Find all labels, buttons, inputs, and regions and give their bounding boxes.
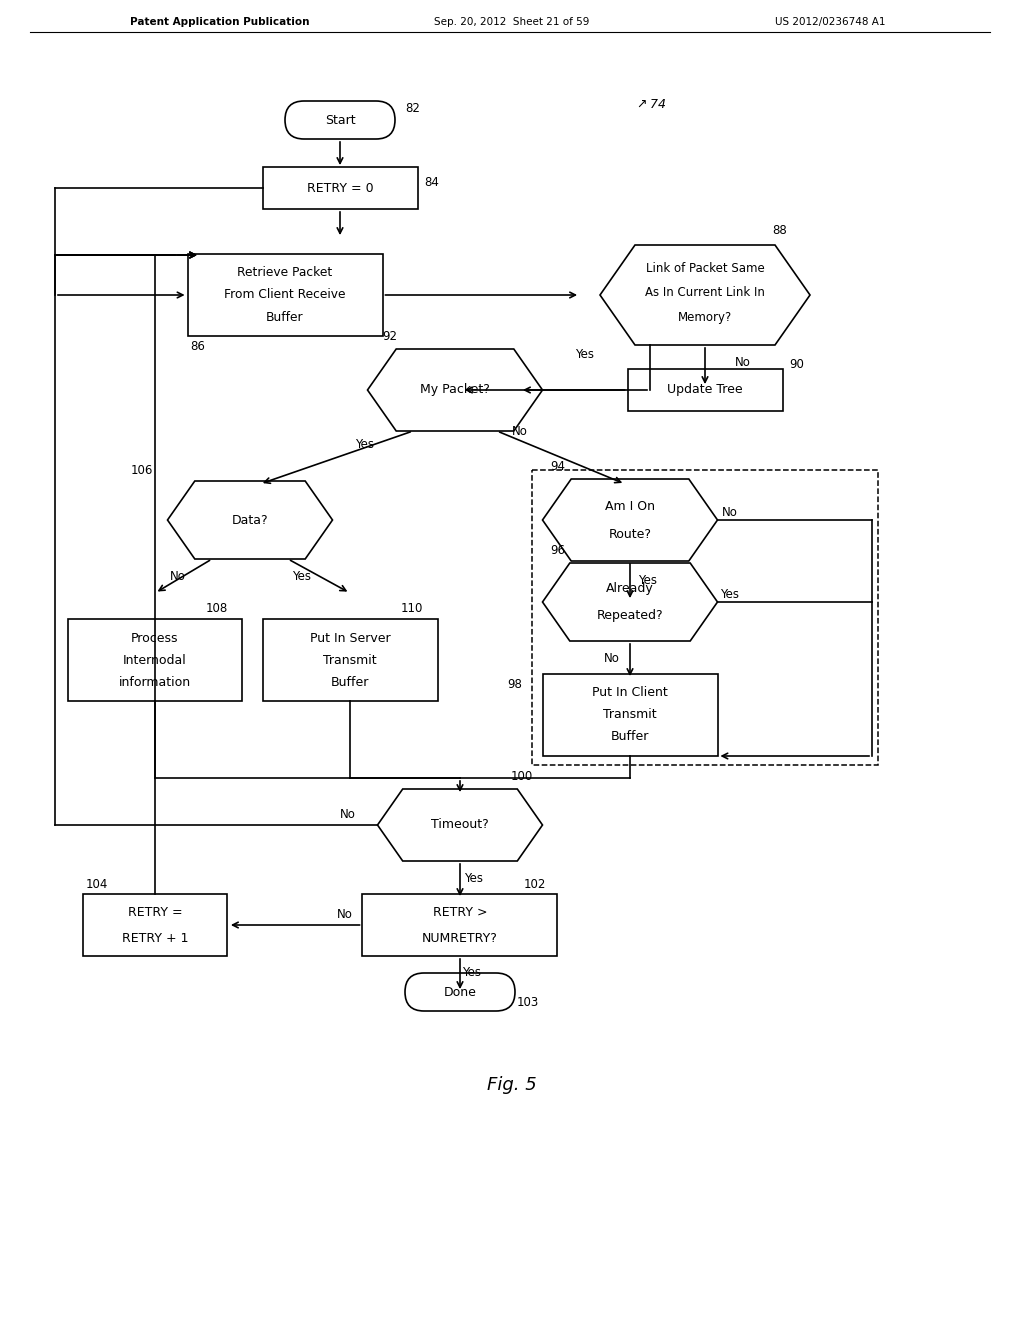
Text: Buffer: Buffer [331, 676, 370, 689]
Text: 110: 110 [400, 602, 423, 615]
Text: information: information [119, 676, 191, 689]
Text: No: No [722, 506, 738, 519]
Polygon shape [168, 480, 333, 558]
Text: Buffer: Buffer [610, 730, 649, 743]
Bar [68, 619, 243, 701]
Bar [187, 253, 383, 337]
Text: NUMRETRY?: NUMRETRY? [422, 932, 498, 945]
Text: 108: 108 [206, 602, 228, 615]
Bar [362, 894, 557, 956]
Text: 90: 90 [790, 359, 805, 371]
Text: Already: Already [606, 582, 654, 594]
Polygon shape [543, 479, 718, 561]
Text: Put In Client: Put In Client [592, 686, 668, 700]
Text: No: No [170, 570, 186, 583]
Text: No: No [604, 652, 620, 665]
Bar [83, 894, 227, 956]
Text: 103: 103 [517, 995, 539, 1008]
FancyBboxPatch shape [406, 973, 515, 1011]
Text: Internodal: Internodal [123, 653, 186, 667]
Text: Timeout?: Timeout? [431, 818, 488, 832]
Text: 96: 96 [551, 544, 565, 557]
Bar [262, 619, 437, 701]
Text: RETRY + 1: RETRY + 1 [122, 932, 188, 945]
Text: As In Current Link In: As In Current Link In [645, 286, 765, 300]
Text: No: No [735, 356, 751, 370]
Text: Route?: Route? [608, 528, 651, 540]
Text: 102: 102 [524, 879, 546, 891]
Text: Patent Application Publication: Patent Application Publication [130, 17, 309, 26]
Text: 98: 98 [508, 678, 522, 692]
Text: My Packet?: My Packet? [420, 384, 489, 396]
Polygon shape [600, 246, 810, 345]
Text: Yes: Yes [293, 570, 311, 583]
Text: 84: 84 [425, 176, 439, 189]
Text: Done: Done [443, 986, 476, 998]
Text: Yes: Yes [465, 873, 483, 886]
Text: Fig. 5: Fig. 5 [487, 1076, 537, 1094]
Text: Buffer: Buffer [266, 310, 304, 323]
Text: No: No [337, 908, 353, 921]
Text: US 2012/0236748 A1: US 2012/0236748 A1 [775, 17, 886, 26]
Text: Transmit: Transmit [603, 709, 656, 722]
Text: Yes: Yes [463, 966, 481, 979]
Text: Start: Start [325, 114, 355, 127]
Text: Yes: Yes [355, 438, 375, 451]
Bar [262, 168, 418, 209]
Text: Yes: Yes [639, 573, 657, 586]
Text: 100: 100 [511, 771, 534, 784]
Text: RETRY >: RETRY > [433, 906, 487, 919]
Text: 92: 92 [383, 330, 397, 342]
Text: Link of Packet Same: Link of Packet Same [645, 263, 764, 276]
Text: Memory?: Memory? [678, 310, 732, 323]
Text: Yes: Yes [721, 587, 739, 601]
Bar [543, 675, 718, 756]
Text: Transmit: Transmit [324, 653, 377, 667]
Text: Yes: Yes [575, 348, 595, 362]
Text: Sep. 20, 2012  Sheet 21 of 59: Sep. 20, 2012 Sheet 21 of 59 [434, 17, 590, 26]
Text: No: No [340, 808, 356, 821]
Text: 106: 106 [131, 463, 154, 477]
Text: Put In Server: Put In Server [309, 631, 390, 644]
Polygon shape [378, 789, 543, 861]
Text: No: No [512, 425, 528, 438]
Text: Am I On: Am I On [605, 499, 655, 512]
Text: RETRY =: RETRY = [128, 906, 182, 919]
Text: Data?: Data? [231, 513, 268, 527]
Text: $\nearrow$74: $\nearrow$74 [634, 99, 667, 111]
Text: Repeated?: Repeated? [597, 610, 664, 623]
Text: 86: 86 [190, 341, 206, 354]
Text: Update Tree: Update Tree [668, 384, 742, 396]
Text: 94: 94 [551, 459, 565, 473]
FancyBboxPatch shape [285, 102, 395, 139]
Bar [628, 370, 782, 411]
Polygon shape [543, 564, 718, 642]
Text: 88: 88 [773, 224, 787, 238]
Text: 104: 104 [86, 879, 109, 891]
Text: From Client Receive: From Client Receive [224, 289, 346, 301]
Text: Process: Process [131, 631, 179, 644]
Text: RETRY = 0: RETRY = 0 [306, 181, 374, 194]
Polygon shape [368, 348, 543, 432]
Text: Retrieve Packet: Retrieve Packet [238, 267, 333, 280]
Text: 82: 82 [406, 102, 421, 115]
